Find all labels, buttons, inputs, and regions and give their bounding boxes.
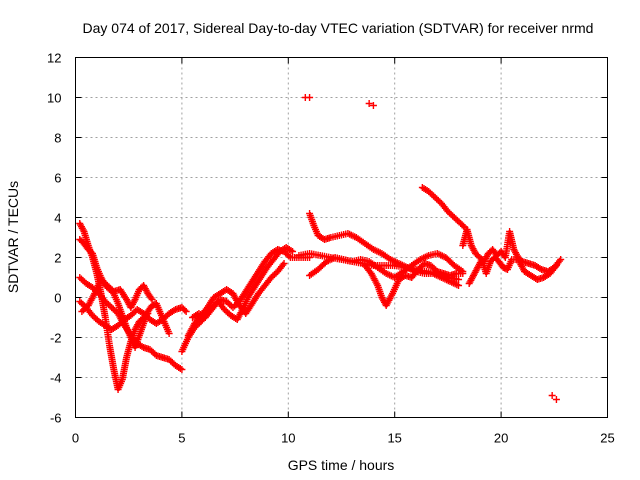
- data-point: [280, 260, 288, 267]
- data-point: [182, 308, 190, 315]
- data-point-fill: [181, 306, 189, 314]
- data-point: [306, 94, 314, 101]
- data-point-fill: [147, 294, 155, 302]
- data-point-fill: [555, 257, 563, 265]
- data-point: [557, 256, 565, 263]
- y-tick-label: 8: [54, 131, 61, 146]
- data-point-fill: [170, 307, 178, 314]
- y-tick-label: -6: [50, 411, 62, 426]
- y-tick-label: 10: [47, 91, 61, 106]
- data-point: [289, 248, 297, 255]
- data-point: [552, 396, 560, 403]
- y-tick-label: -4: [50, 371, 62, 386]
- x-tick-labels: 0 5 10 15 20 25: [72, 431, 615, 446]
- x-tick-label: 0: [72, 431, 79, 446]
- x-tick-label: 25: [600, 431, 614, 446]
- data-point: [178, 366, 186, 373]
- data-point: [455, 276, 463, 283]
- data-point: [365, 100, 373, 107]
- data-point-fill: [130, 297, 138, 305]
- data-point-fill: [536, 265, 544, 272]
- data-point: [369, 102, 377, 109]
- data-point: [548, 392, 556, 399]
- data-point-fill: [176, 365, 184, 372]
- data-point: [552, 262, 560, 269]
- y-tick-label: 6: [54, 171, 61, 186]
- data-point-fill: [285, 252, 293, 260]
- data-point-fill: [287, 247, 295, 254]
- x-tick-label: 10: [281, 431, 295, 446]
- y-tick-label: 12: [47, 51, 61, 66]
- data-point: [148, 296, 156, 303]
- y-axis-label: SDTVAR / TECUs: [5, 181, 21, 293]
- y-tick-label: 4: [54, 211, 61, 226]
- data-points: [76, 94, 565, 403]
- chart-title: Day 074 of 2017, Sidereal Day-to-day VTE…: [83, 20, 594, 36]
- y-tick-labels: -6 -4 -2 0 2 4 6 8 10 12: [47, 51, 61, 426]
- data-point-fill: [460, 222, 468, 230]
- axis-ticks: [75, 57, 608, 418]
- x-tick-label: 20: [494, 431, 508, 446]
- plot-frame: [75, 57, 608, 418]
- data-point: [455, 282, 463, 289]
- x-tick-label: 15: [387, 431, 401, 446]
- data-point-fill: [79, 226, 87, 234]
- data-point-fill: [279, 261, 287, 269]
- data-point: [459, 270, 467, 277]
- y-tick-label: -2: [50, 331, 62, 346]
- data-point: [165, 330, 173, 337]
- y-tick-label: 2: [54, 251, 61, 266]
- data-point-fill: [138, 343, 146, 350]
- x-axis-label: GPS time / hours: [288, 457, 395, 473]
- data-point-fill: [551, 263, 559, 271]
- y-tick-label: 0: [54, 291, 61, 306]
- x-tick-label: 5: [178, 431, 185, 446]
